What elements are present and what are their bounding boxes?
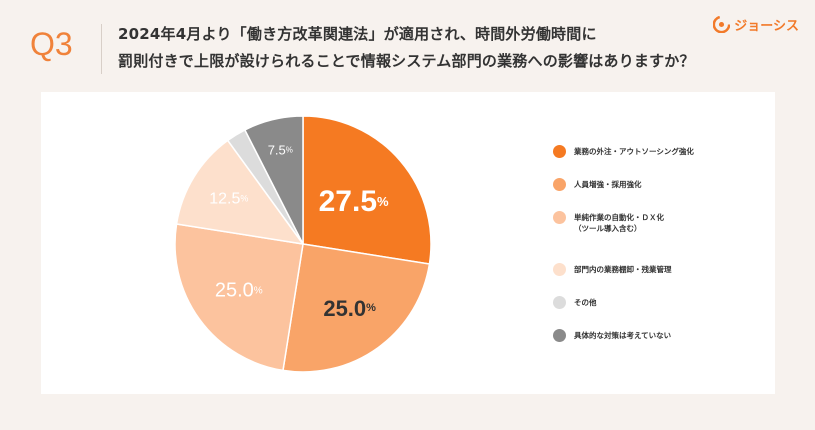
pie-slices <box>174 115 432 373</box>
pie-data-label: 25.0% <box>215 280 263 302</box>
legend-item: 業務の外注・アウトソーシング強化 <box>553 145 694 158</box>
legend-item: 単純作業の自動化・ＤＸ化 （ツール導入含む） <box>553 211 664 234</box>
legend-label: 人員増強・採用強化 <box>574 180 642 189</box>
legend-item: その他 <box>553 296 597 309</box>
legend-item: 部門内の業務棚卸・残業管理 <box>553 263 672 276</box>
pie-slice <box>175 139 305 246</box>
legend-label: 部門内の業務棚卸・残業管理 <box>574 265 672 274</box>
pie-slice <box>174 223 304 372</box>
pie-chart: 27.5% 25.0% 25.0% 12.5% 7.5% <box>174 115 432 373</box>
pie-data-labels: 27.5% 25.0% 25.0% 12.5% 7.5% <box>209 142 389 321</box>
legend-swatch <box>553 178 566 191</box>
pie-data-label: 12.5% <box>209 190 248 207</box>
pie-data-label: 27.5% <box>319 184 389 217</box>
legend-swatch <box>553 329 566 342</box>
question-number: Q3 <box>30 26 73 62</box>
question-divider <box>101 24 102 74</box>
chart-card: 27.5% 25.0% 25.0% 12.5% 7.5% 業務の外注・アウトソーシング強… <box>41 92 775 394</box>
pie-data-label: 7.5% <box>268 142 293 157</box>
legend-item: 人員増強・採用強化 <box>553 178 642 191</box>
legend-swatch <box>553 211 566 224</box>
legend-label: 単純作業の自動化・ＤＸ化 （ツール導入含む） <box>574 213 664 233</box>
legend-label: 業務の外注・アウトソーシング強化 <box>574 147 694 156</box>
legend-swatch <box>553 296 566 309</box>
brand-logo: ジョーシス <box>713 15 799 34</box>
legend-swatch <box>553 263 566 276</box>
pie-slice <box>302 115 432 265</box>
brand-name: ジョーシス <box>734 19 799 34</box>
pie-data-label: 25.0% <box>323 296 376 321</box>
brand-mark-icon <box>713 16 731 33</box>
pie-slice <box>243 115 304 245</box>
question-text: 2024年4月より「働き方改革関連法」が適用され、時間外労働時間に 罰則付きで上… <box>118 25 695 70</box>
legend-swatch <box>553 145 566 158</box>
legend-item: 具体的な対策は考えていない <box>553 329 672 342</box>
pie-slice <box>282 243 431 373</box>
legend-label: 具体的な対策は考えていない <box>574 331 672 340</box>
legend-label: その他 <box>574 298 597 307</box>
